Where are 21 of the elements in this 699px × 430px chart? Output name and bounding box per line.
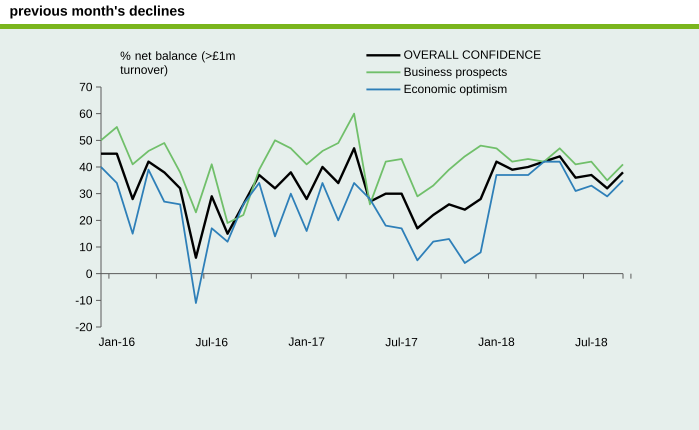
y-tick-label: 20 (80, 216, 92, 225)
chart-title: previous month's declines (10, 5, 184, 18)
y-tick-label: 60 (80, 109, 92, 118)
x-tick-label: Jul-18 (575, 338, 608, 346)
y-tick-label: 30 (80, 189, 92, 198)
y-tick-label: 0 (86, 269, 92, 278)
legend-label: Business prospects (404, 67, 507, 78)
legend-label: OVERALL CONFIDENCE (404, 50, 541, 59)
x-tick-label: Jul-17 (385, 338, 418, 346)
y-tick-label: 50 (80, 136, 92, 145)
y-tick-label: -20 (76, 322, 92, 332)
y-axis-title: % net balance (>£1m turnover) (120, 51, 235, 76)
x-tick-label: Jan-16 (98, 338, 135, 346)
y-tick-label: 40 (79, 162, 92, 172)
y-tick-label: 70 (80, 82, 92, 92)
y-tick-label: -10 (76, 296, 92, 305)
x-tick-label: Jan-18 (478, 338, 514, 346)
x-tick-label: Jan-17 (288, 338, 324, 346)
y-tick-label: 10 (80, 242, 92, 252)
x-tick-label: Jul-16 (196, 338, 228, 346)
legend-label: Economic optimism (404, 84, 506, 96)
